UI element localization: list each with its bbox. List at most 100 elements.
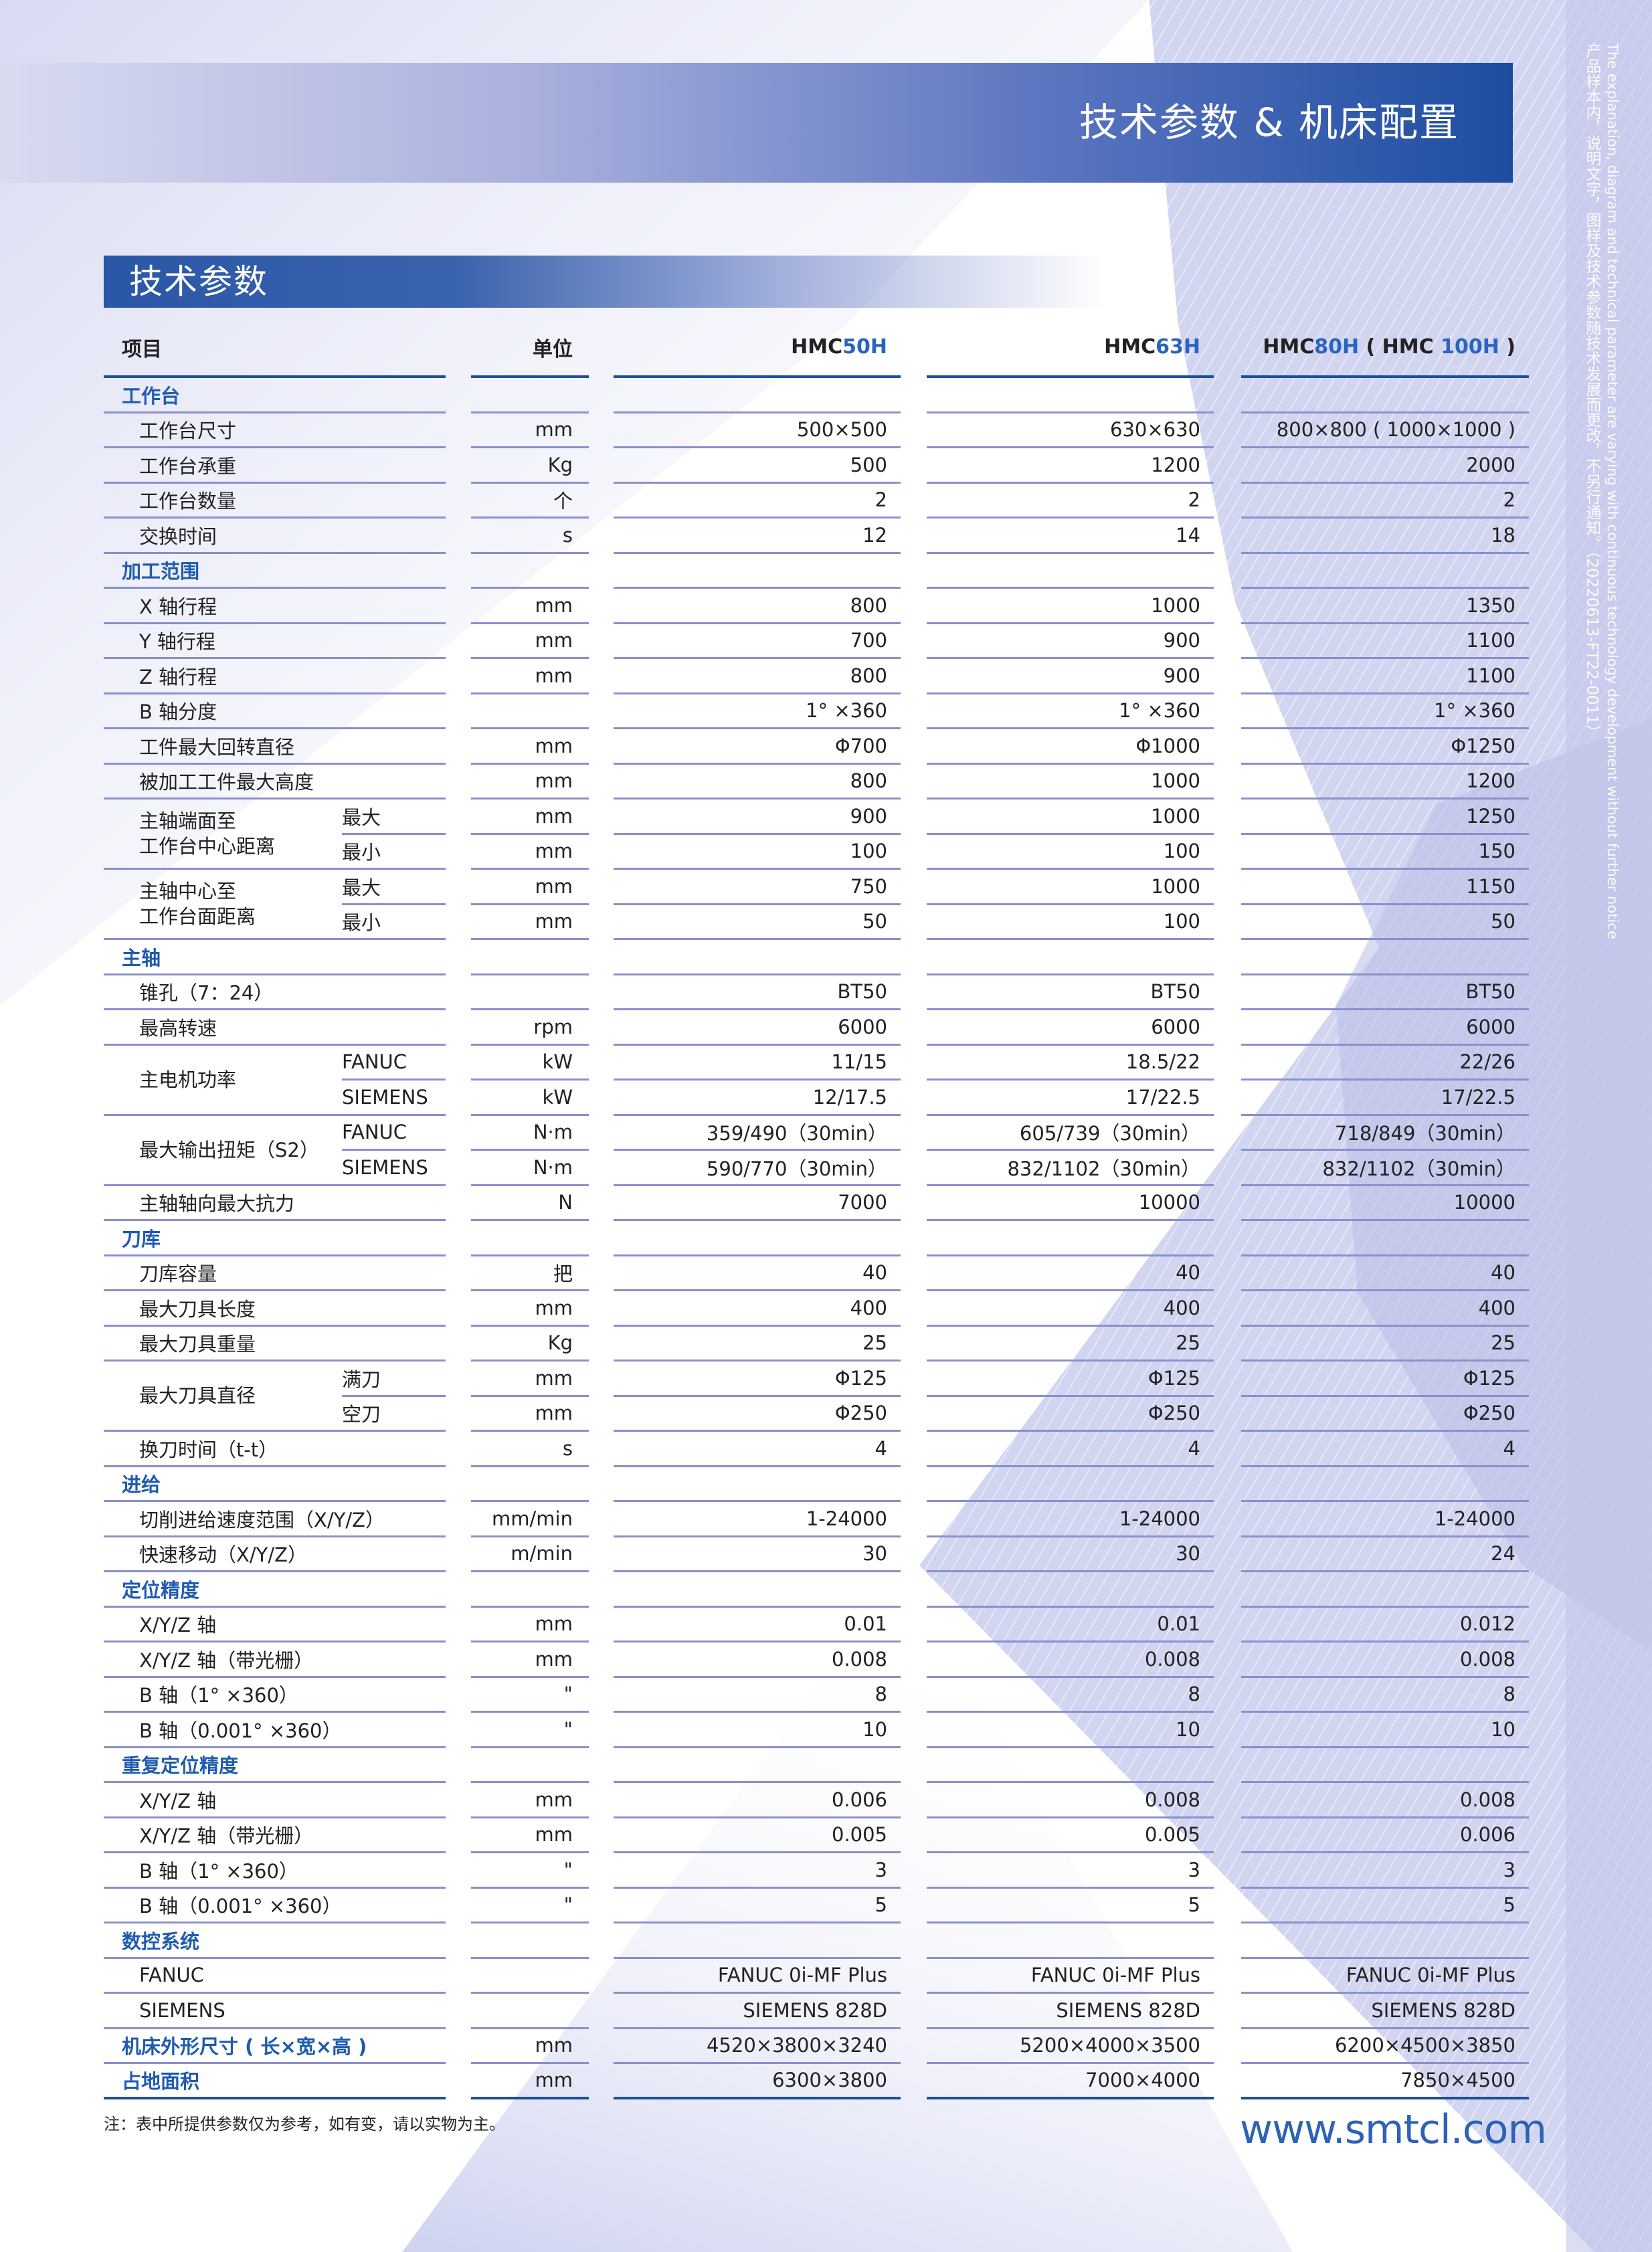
empty-cell: [614, 1572, 901, 1608]
value-hmc63h: 6000: [927, 1010, 1214, 1046]
value-hmc63h: 17/22.5: [927, 1081, 1214, 1116]
value-hmc80h: 1250: [1241, 800, 1529, 835]
row-label: 工件最大回转直径: [104, 729, 446, 765]
row-label: 切削进给速度范围（X/Y/Z）: [104, 1502, 446, 1537]
value-hmc63h: 4: [927, 1432, 1214, 1467]
value-hmc80h: 24: [1241, 1537, 1529, 1572]
value-hmc63h: Φ125: [927, 1362, 1214, 1397]
model-prefix: HMC: [1263, 335, 1315, 359]
banner-title: 技术参数 & 机床配置: [1079, 100, 1459, 145]
category-label: 数控系统: [104, 1923, 446, 1959]
unit-cell: Kg: [471, 448, 589, 484]
row-label: 最大刀具长度: [104, 1291, 446, 1327]
empty-cell: [471, 1467, 589, 1502]
category-label: 主轴: [104, 940, 446, 975]
value-hmc50h: 800: [614, 589, 901, 624]
row-label: X 轴行程: [104, 589, 446, 624]
value-hmc80h: 4: [1241, 1432, 1529, 1467]
value-hmc50h: 30: [614, 1537, 901, 1572]
footnote: 注：表中所提供参数仅为参考，如有变，请以实物为主。: [104, 2115, 505, 2134]
empty-cell: [614, 1221, 901, 1256]
group-label: 主轴端面至 工作台中心距离: [104, 800, 342, 870]
sub-label: FANUC: [342, 1046, 446, 1081]
row-label: Y 轴行程: [104, 624, 446, 659]
empty-cell: [471, 1221, 589, 1256]
unit-cell: mm: [471, 589, 589, 624]
unit-cell: mm: [471, 659, 589, 694]
value-hmc50h: 5: [614, 1889, 901, 1923]
value-hmc80h: 2: [1241, 484, 1529, 519]
value-hmc63h: Φ250: [927, 1397, 1214, 1432]
empty-cell: [471, 940, 589, 975]
unit-cell: mm: [471, 413, 589, 448]
row-label: 被加工工件最大高度: [104, 765, 446, 800]
unit-cell: mm: [471, 1608, 589, 1643]
row-label: 最高转速: [104, 1010, 446, 1046]
value-hmc50h: 6300×3800: [614, 2064, 901, 2099]
value-hmc80h: 10: [1241, 1713, 1529, 1748]
value-hmc63h: 0.008: [927, 1783, 1214, 1818]
empty-cell: [927, 940, 1214, 975]
value-hmc50h: Φ700: [614, 729, 901, 765]
unit-cell: ": [471, 1889, 589, 1923]
empty-cell: [471, 1572, 589, 1608]
value-hmc50h: 12/17.5: [614, 1081, 901, 1116]
value-hmc63h: 0.008: [927, 1643, 1214, 1678]
header-model-3: HMC 80H ( HMC 100H ): [1241, 321, 1529, 378]
header-banner: 技术参数 & 机床配置: [0, 63, 1513, 183]
website-link[interactable]: www.smtcl.com: [1240, 2106, 1547, 2153]
value-hmc50h: 359/490（30min）: [614, 1116, 901, 1151]
value-hmc50h: 1° ×360: [614, 694, 901, 729]
value-hmc63h: 1000: [927, 765, 1214, 800]
category-label: 定位精度: [104, 1572, 446, 1608]
value-hmc50h: 50: [614, 905, 901, 940]
row-label: SIEMENS: [104, 1994, 446, 2029]
row-label: 工作台承重: [104, 448, 446, 484]
empty-cell: [927, 1572, 1214, 1608]
value-hmc50h: 500: [614, 448, 901, 484]
empty-cell: [927, 1748, 1214, 1783]
value-hmc63h: 100: [927, 835, 1214, 870]
value-hmc80h: FANUC 0i-MF Plus: [1241, 1959, 1529, 1994]
unit-cell: [471, 975, 589, 1010]
value-hmc50h: 500×500: [614, 413, 901, 448]
value-hmc80h: 1-24000: [1241, 1502, 1529, 1537]
row-label: 最大刀具重量: [104, 1327, 446, 1362]
value-hmc63h: 1200: [927, 448, 1214, 484]
value-hmc50h: 2: [614, 484, 901, 519]
model-prefix: HMC: [791, 335, 843, 359]
group-label: 最大刀具直径: [104, 1362, 342, 1432]
value-hmc50h: 800: [614, 659, 901, 694]
row-label: 占地面积: [104, 2064, 446, 2099]
value-hmc50h: 25: [614, 1327, 901, 1362]
value-hmc50h: 100: [614, 835, 901, 870]
row-label: B 轴（1° ×360）: [104, 1678, 446, 1713]
unit-cell: N: [471, 1186, 589, 1221]
sub-label: 最大: [342, 870, 446, 905]
value-hmc80h: 18: [1241, 519, 1529, 554]
empty-cell: [614, 1923, 901, 1959]
value-hmc50h: 400: [614, 1291, 901, 1327]
category-label: 工作台: [104, 378, 446, 413]
unit-cell: mm: [471, 1783, 589, 1818]
row-label: B 轴（0.001° ×360）: [104, 1713, 446, 1748]
value-hmc80h: 3: [1241, 1853, 1529, 1889]
left-top-shape: [0, 0, 1150, 1006]
category-label: 加工范围: [104, 554, 446, 589]
sub-label: 最小: [342, 835, 446, 870]
unit-cell: 个: [471, 484, 589, 519]
value-hmc63h: 5: [927, 1889, 1214, 1923]
value-hmc63h: Φ1000: [927, 729, 1214, 765]
row-label: B 轴分度: [104, 694, 446, 729]
unit-cell: mm: [471, 870, 589, 905]
value-hmc63h: 10000: [927, 1186, 1214, 1221]
empty-cell: [1241, 1572, 1529, 1608]
model-name: 80H: [1314, 335, 1360, 359]
value-hmc50h: 11/15: [614, 1046, 901, 1081]
sub-label: 满刀: [342, 1362, 446, 1397]
empty-cell: [614, 1748, 901, 1783]
empty-cell: [1241, 554, 1529, 589]
value-hmc80h: 5: [1241, 1889, 1529, 1923]
header-model-2: HMC 63H: [927, 321, 1214, 378]
unit-cell: mm: [471, 1643, 589, 1678]
